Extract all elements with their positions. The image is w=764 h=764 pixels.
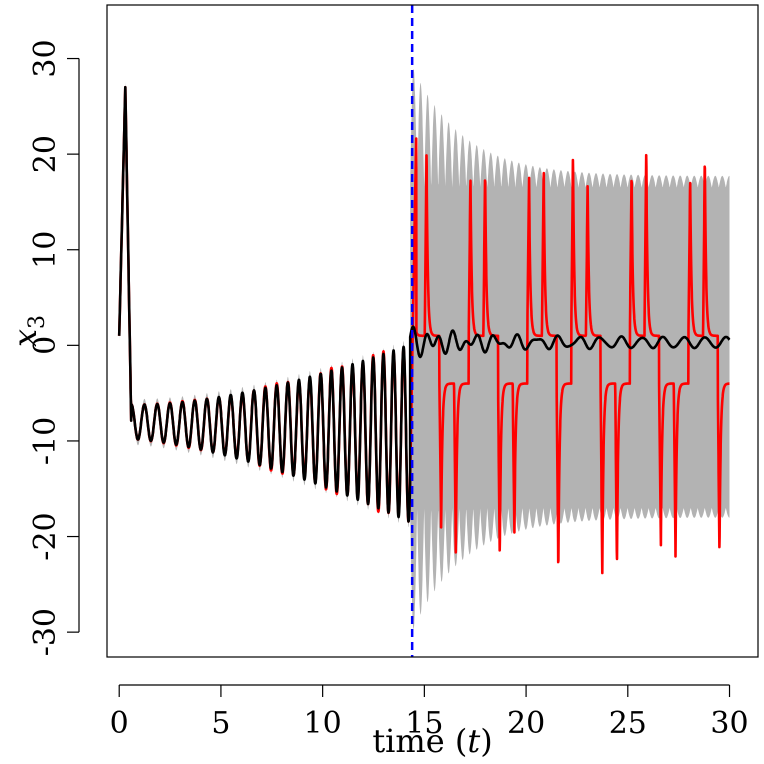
x-axis-title-close: ): [480, 722, 492, 760]
x-tick-label: 5: [211, 706, 230, 741]
y-tick-label: 30: [28, 39, 63, 77]
y-axis-title-var: x: [6, 329, 44, 347]
plot-frame: [106, 4, 759, 658]
series-line-black: [117, 85, 731, 523]
x-tick-label: 15: [405, 706, 443, 741]
x-axis-title-var: t: [467, 722, 480, 760]
y-axis-title: x3: [6, 315, 50, 347]
y-tick-label: -20: [28, 512, 63, 560]
series-lines-layer: [117, 85, 731, 575]
x-tick-label: 30: [710, 706, 748, 741]
x-axis-title: time (t): [372, 722, 492, 760]
envelope-band-layer: [119, 69, 730, 629]
y-tick-label: 20: [28, 135, 63, 173]
x-axis: 0 5 10 15 20 25 30: [110, 684, 749, 741]
x-axis-title-text: time (: [372, 722, 467, 760]
y-tick-label: 10: [28, 231, 63, 269]
x-tick-label: 25: [609, 706, 647, 741]
y-axis-title-sub: 3: [25, 315, 50, 329]
x-tick-label: 20: [507, 706, 545, 741]
y-axis: -30 -20 -10 0 10 20 30: [28, 39, 80, 656]
x-tick-label: 0: [110, 706, 129, 741]
y-tick-label: 0: [28, 336, 63, 355]
y-tick-label: -30: [28, 608, 63, 656]
envelope-band: [119, 69, 730, 629]
y-tick-label: -10: [28, 417, 63, 465]
x-tick-label: 10: [304, 706, 342, 741]
